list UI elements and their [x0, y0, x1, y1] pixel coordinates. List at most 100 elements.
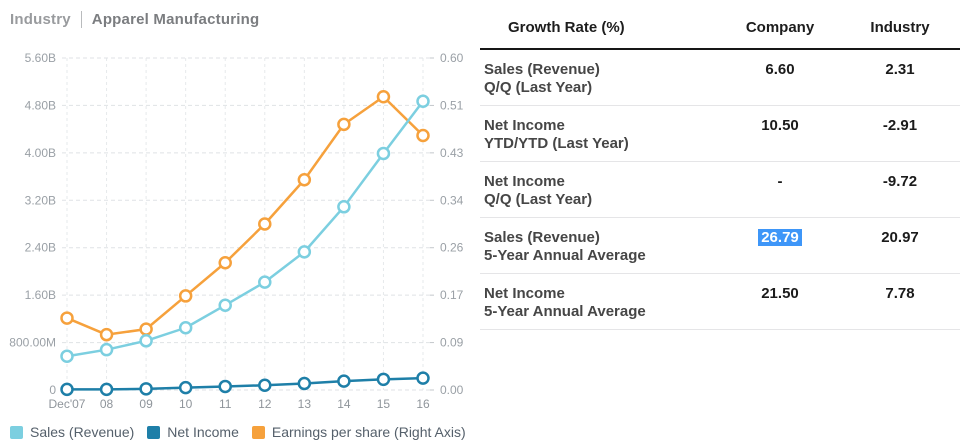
left-axis-label: 4.80B: [25, 98, 56, 112]
growth-chart: 0 0.00 800.00M 0.09 1.60B 0.17 2.40B 0.26 3.20B 0…: [0, 42, 478, 411]
data-point: [60, 382, 74, 397]
data-point: [337, 200, 351, 214]
data-point: [337, 374, 351, 388]
x-axis-label: 10: [179, 397, 193, 411]
metric-name: Net Income: [484, 285, 565, 302]
growth-rate-table: Growth Rate (%) Company Industry Sales (…: [480, 0, 960, 330]
left-axis-label: 2.40B: [25, 241, 56, 255]
table-row: Sales (Revenue) Q/Q (Last Year) 6.60 2.3…: [480, 50, 960, 106]
x-axis-label: 12: [258, 397, 272, 411]
data-point: [60, 349, 74, 363]
right-axis-label: 0.34: [440, 193, 464, 207]
data-point: [178, 289, 193, 303]
company-value: 21.50: [761, 285, 799, 302]
right-axis-label: 0.43: [440, 146, 464, 160]
left-axis-label: 0: [49, 383, 56, 397]
right-axis-label: 0.26: [440, 241, 464, 255]
x-axis-label: Dec'07: [49, 397, 86, 411]
data-point: [218, 298, 232, 312]
legend-item[interactable]: Earnings per share (Right Axis): [251, 424, 466, 440]
legend-swatch-icon: [251, 425, 265, 439]
data-point: [99, 327, 114, 342]
data-point: [337, 117, 351, 132]
left-axis-label: 1.60B: [25, 288, 56, 302]
x-axis-label: 08: [100, 397, 114, 411]
x-axis-label: 11: [219, 397, 232, 411]
legend-item[interactable]: Net Income: [147, 424, 239, 440]
right-axis-label: 0.17: [440, 288, 464, 302]
x-axis-label: 16: [416, 397, 430, 411]
company-value: 6.60: [765, 61, 795, 78]
company-value: -: [777, 173, 783, 190]
table-header-company: Company: [745, 18, 815, 36]
legend-label: Net Income: [167, 424, 239, 440]
metric-period: 5-Year Annual Average: [484, 303, 646, 320]
legend-label: Earnings per share (Right Axis): [271, 424, 466, 440]
data-point: [376, 89, 391, 104]
sector-label: Apparel Manufacturing: [91, 11, 260, 28]
metric-name: Net Income: [484, 173, 565, 190]
series-line: [65, 95, 425, 336]
legend-swatch-icon: [147, 425, 161, 439]
data-point: [60, 311, 74, 325]
legend-swatch-icon: [10, 425, 23, 439]
industry-value: -2.91: [882, 117, 918, 134]
table-body: Sales (Revenue) Q/Q (Last Year) 6.60 2.3…: [480, 50, 960, 330]
metric-period: YTD/YTD (Last Year): [484, 135, 629, 152]
scope-label: Industry: [10, 11, 71, 28]
data-point: [218, 379, 232, 394]
company-value: 10.50: [761, 117, 799, 134]
data-point: [258, 217, 272, 231]
industry-value: 7.78: [885, 285, 915, 302]
table-header-row: Growth Rate (%) Company Industry: [480, 0, 960, 50]
right-axis-label: 0.00: [440, 383, 464, 397]
right-axis-label: 0.60: [440, 51, 464, 65]
metric-name: Net Income: [484, 117, 565, 134]
data-point: [297, 376, 312, 391]
data-point: [258, 378, 272, 393]
metric-period: Q/Q (Last Year): [484, 191, 593, 208]
data-point: [416, 94, 430, 109]
left-axis-label: 800.00M: [9, 336, 56, 350]
data-point: [376, 372, 391, 387]
metric-name: Sales (Revenue): [484, 61, 600, 78]
data-point: [416, 128, 430, 143]
metric-period: 5-Year Annual Average: [484, 247, 646, 264]
table-header-industry: Industry: [870, 18, 930, 36]
legend-label: Sales (Revenue): [30, 424, 135, 440]
metric-name: Sales (Revenue): [484, 229, 600, 246]
table-row: Net Income Q/Q (Last Year) - -9.72: [480, 162, 960, 218]
right-axis-label: 0.51: [440, 98, 464, 112]
table-row: Net Income 5-Year Annual Average 21.50 7…: [480, 274, 960, 330]
x-axis-label: 14: [337, 397, 351, 411]
left-axis-label: 3.20B: [25, 193, 56, 207]
data-point: [139, 334, 153, 348]
left-axis-label: 4.00B: [25, 146, 56, 160]
data-point: [376, 146, 391, 161]
x-axis-label: 09: [139, 397, 153, 411]
industry-value: -9.72: [882, 173, 918, 190]
data-point: [416, 371, 430, 385]
data-point: [99, 342, 114, 357]
industry-value: 2.31: [885, 61, 915, 78]
data-point: [297, 245, 312, 259]
company-value: 26.79: [720, 229, 840, 273]
legend-item[interactable]: Sales (Revenue): [10, 424, 134, 440]
data-point: [258, 275, 272, 289]
right-axis-label: 0.09: [440, 336, 464, 350]
data-point: [297, 172, 312, 187]
industry-value: 20.97: [881, 229, 919, 246]
table-row: Net Income YTD/YTD (Last Year) 10.50 -2.…: [480, 106, 960, 162]
x-axis-label: 13: [298, 397, 312, 411]
table-header-metric: Growth Rate (%): [508, 18, 625, 36]
data-point: [139, 382, 153, 396]
data-point: [178, 380, 193, 395]
data-point: [99, 382, 114, 397]
left-axis-label: 5.60B: [25, 51, 56, 65]
chart-legend: Sales (Revenue) Net Income Earnings per sh…: [10, 424, 466, 440]
growth-chart-canvas: 0 0.00 800.00M 0.09 1.60B 0.17 2.40B 0.26 3.20B 0…: [9, 51, 464, 411]
data-point: [178, 321, 193, 335]
series-line: [65, 376, 425, 391]
data-point: [139, 322, 153, 336]
